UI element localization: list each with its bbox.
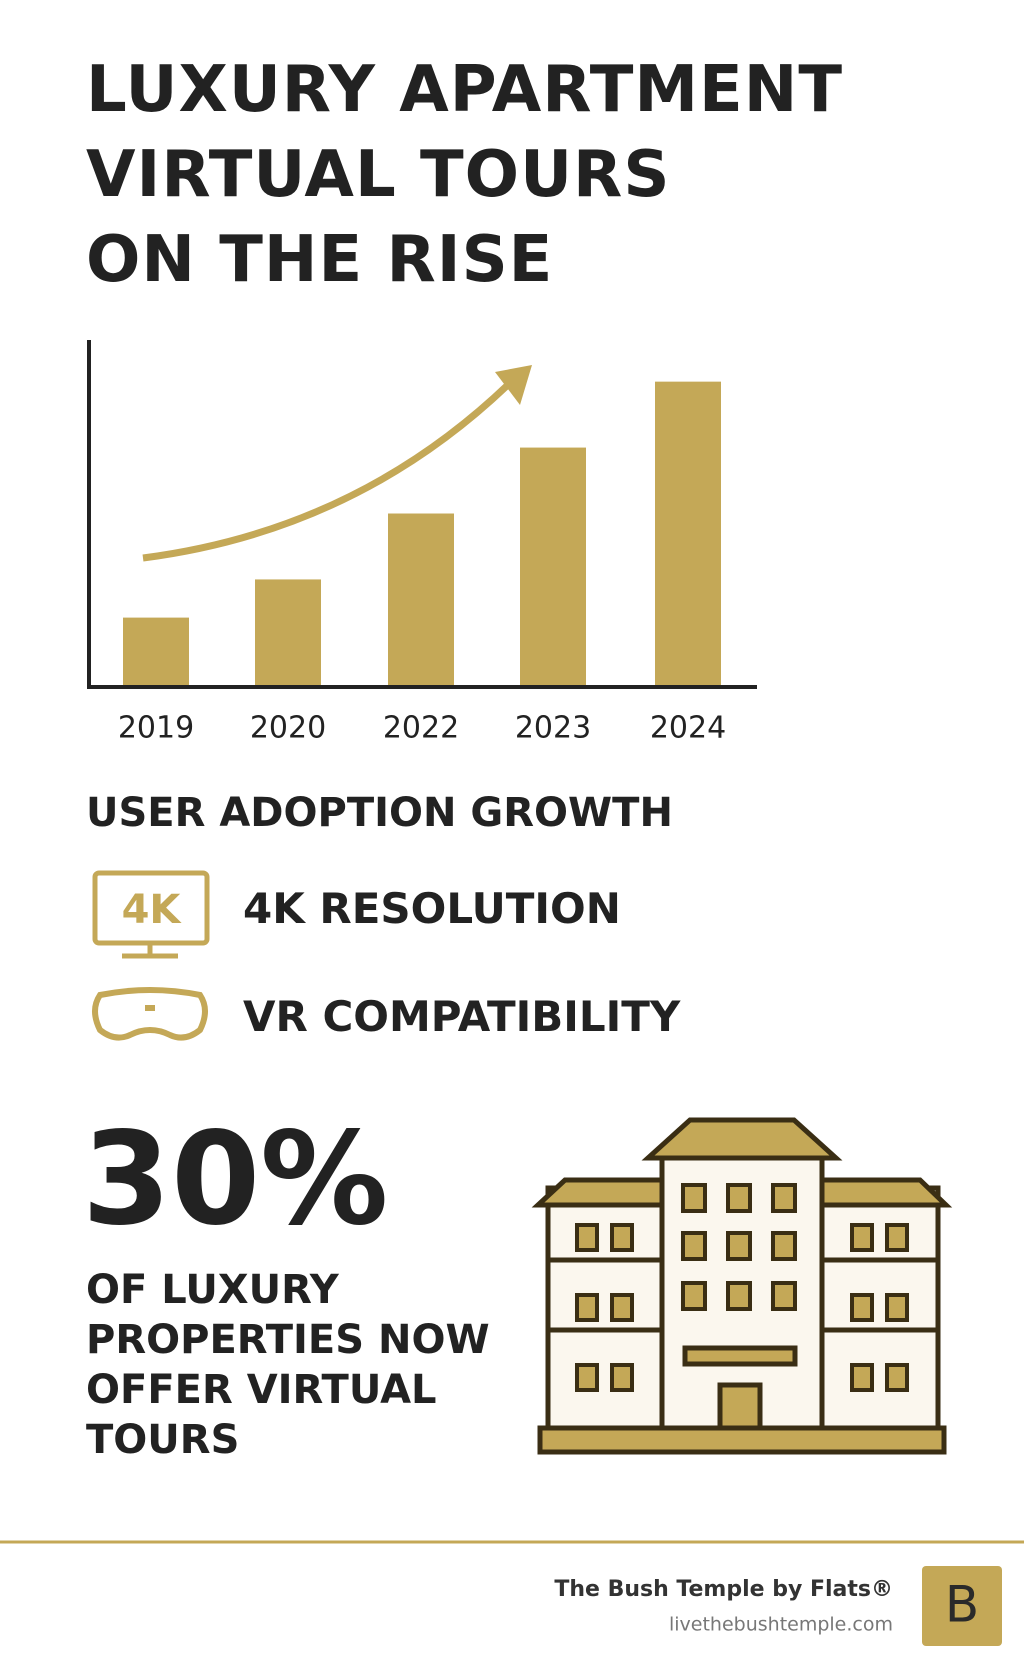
section-title: USER ADOPTION GROWTH (86, 790, 673, 836)
brand: The Bush Temple by Flats® (554, 1577, 893, 1602)
feature: 4K RESOLUTION (243, 884, 621, 933)
logo-letter: B (945, 1576, 979, 1634)
bar (123, 617, 189, 687)
logo-box (922, 1566, 1002, 1646)
x-tick-label: 2020 (250, 711, 326, 746)
x-tick-label: 2022 (383, 711, 459, 746)
arrow-head (495, 365, 532, 405)
building-icon (531, 1117, 953, 1455)
bar (655, 381, 721, 687)
title-line: VIRTUAL TOURS (86, 138, 671, 212)
trend-arrow (142, 375, 518, 562)
x-tick-label: 2019 (118, 711, 194, 746)
stat-description: OF LUXURY PROPERTIES NOW OFFER VIRTUAL T… (86, 1267, 490, 1463)
bar (388, 513, 454, 687)
x-tick-label: 2023 (515, 711, 591, 746)
title-line: LUXURY APARTMENT (86, 53, 843, 127)
feature: VR COMPATIBILITY (243, 992, 681, 1041)
bar (255, 579, 321, 687)
4k-icon: 4K (92, 870, 210, 959)
vr-icon (92, 987, 208, 1041)
bar (520, 447, 586, 687)
title: LUXURY APARTMENT VIRTUAL TOURS ON THE RI… (86, 48, 843, 303)
title-line: ON THE RISE (86, 223, 554, 297)
svg-text:4K: 4K (122, 887, 183, 933)
url: livethebushtemple.com (669, 1614, 893, 1636)
x-tick-label: 2024 (650, 711, 726, 746)
stat-value: 30% (82, 1105, 389, 1254)
